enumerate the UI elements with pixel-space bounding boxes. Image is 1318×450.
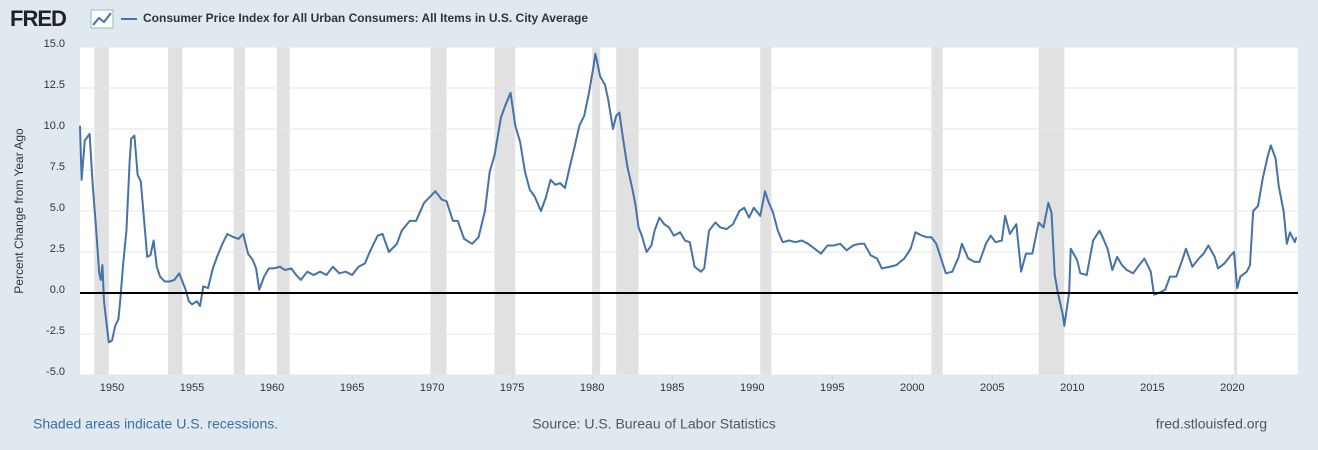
x-tick-label: 2015	[1140, 382, 1164, 394]
x-tick-label: 1995	[820, 382, 844, 394]
x-tick-label: 1970	[420, 382, 444, 394]
x-tick-label: 2005	[980, 382, 1004, 394]
site: fred.stlouisfed.org	[1156, 416, 1267, 432]
x-tick-label: 1960	[260, 382, 284, 394]
x-tick-label: 1975	[500, 382, 524, 394]
plot	[79, 46, 1298, 376]
recession-note: Shaded areas indicate U.S. recessions.	[33, 416, 278, 432]
legend-label: Consumer Price Index for All Urban Consu…	[143, 11, 588, 25]
y-tick-label: 5.0	[50, 202, 65, 214]
x-tick-label: 2010	[1060, 382, 1084, 394]
x-tick-label: 1955	[180, 382, 204, 394]
y-tick-label: -2.5	[46, 325, 65, 337]
x-tick-label: 1980	[580, 382, 604, 394]
source: Source: U.S. Bureau of Labor Statistics	[532, 416, 776, 432]
x-tick-label: 2000	[900, 382, 924, 394]
y-tick-label: 2.5	[50, 243, 65, 255]
x-tick-label: 1990	[740, 382, 764, 394]
x-tick-label: 1965	[340, 382, 364, 394]
y-tick-label: 7.5	[50, 161, 65, 173]
y-tick-label: 12.5	[44, 79, 65, 91]
y-tick-label: 0.0	[50, 284, 65, 296]
y-tick-label: -5.0	[46, 366, 65, 378]
series-line	[79, 52, 1298, 344]
x-tick-label: 2020	[1220, 382, 1244, 394]
logo: FRED	[10, 6, 66, 31]
logo-icon	[90, 9, 114, 29]
y-tick-label: 10.0	[44, 120, 65, 132]
y-tick-label: 15.0	[44, 38, 65, 50]
x-tick-label: 1985	[660, 382, 684, 394]
y-axis-label: Percent Change from Year Ago	[12, 128, 26, 294]
x-tick-label: 1950	[100, 382, 124, 394]
